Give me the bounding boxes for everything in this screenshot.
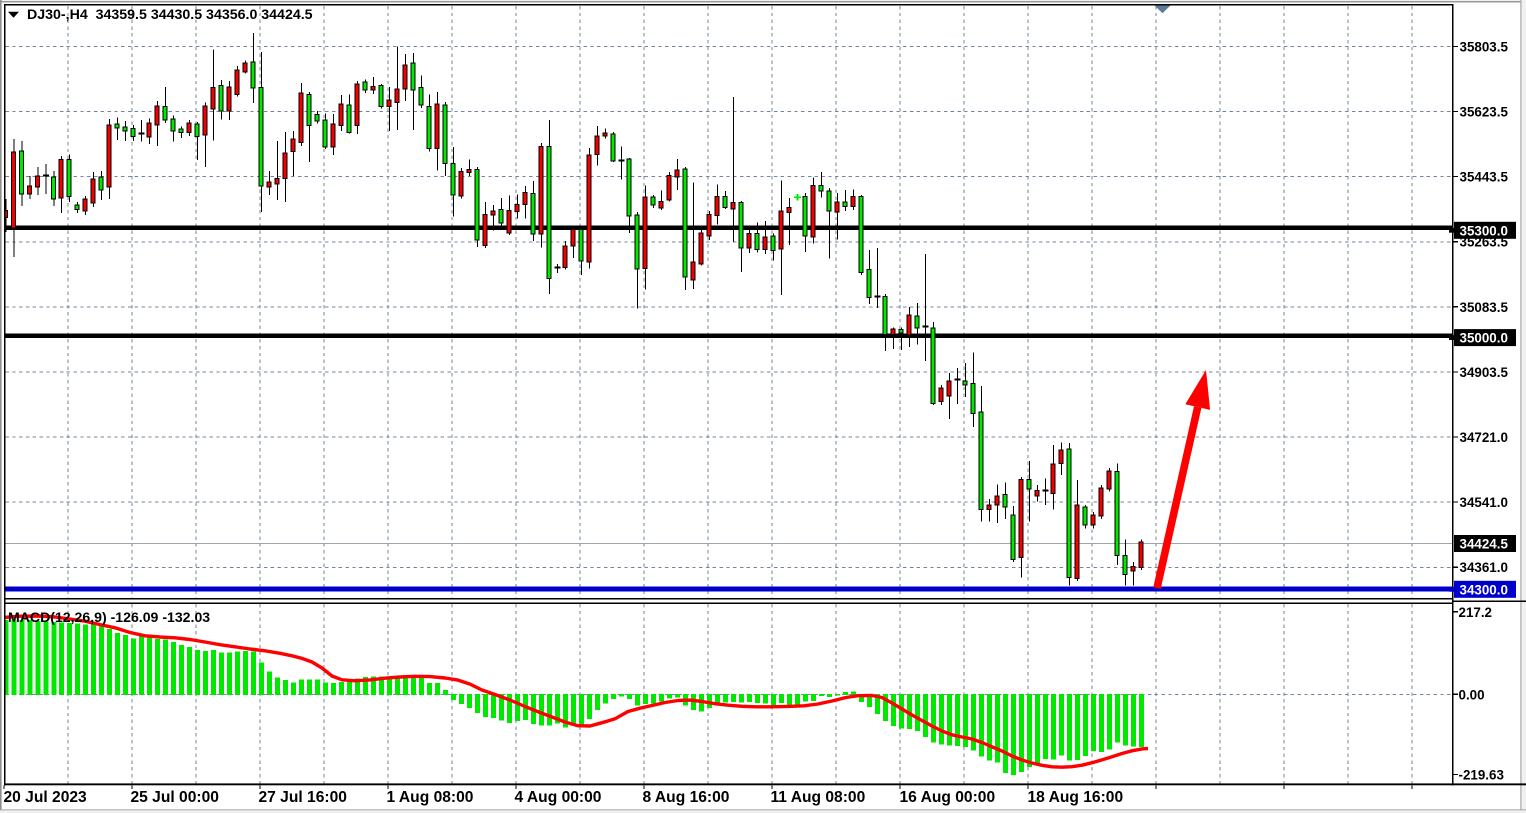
svg-text:35443.5: 35443.5 xyxy=(1460,170,1509,185)
svg-text:11 Aug 08:00: 11 Aug 08:00 xyxy=(771,789,866,806)
svg-text:34361.0: 34361.0 xyxy=(1460,560,1508,575)
svg-text:35083.5: 35083.5 xyxy=(1460,300,1509,315)
svg-text:34541.0: 34541.0 xyxy=(1460,495,1508,510)
svg-text:8 Aug 16:00: 8 Aug 16:00 xyxy=(643,789,730,806)
svg-text:DJ30-,H4 34359.5 34430.5 3435: DJ30-,H4 34359.5 34430.5 34356.0 34424.5 xyxy=(27,7,313,23)
svg-text:34424.5: 34424.5 xyxy=(1460,537,1509,552)
svg-text:217.2: 217.2 xyxy=(1459,605,1493,620)
svg-text:16 Aug 00:00: 16 Aug 00:00 xyxy=(900,789,996,806)
svg-text:MACD(12,26,9) -126.09 -132.03: MACD(12,26,9) -126.09 -132.03 xyxy=(8,609,210,625)
svg-text:35803.5: 35803.5 xyxy=(1460,40,1509,55)
svg-text:0.00: 0.00 xyxy=(1459,687,1485,702)
svg-text:20 Jul 2023: 20 Jul 2023 xyxy=(4,789,88,806)
svg-text:34721.0: 34721.0 xyxy=(1460,430,1508,445)
svg-text:35623.5: 35623.5 xyxy=(1460,105,1509,120)
svg-text:35000.0: 35000.0 xyxy=(1460,331,1508,346)
svg-text:34300.0: 34300.0 xyxy=(1460,582,1508,597)
svg-text:34903.5: 34903.5 xyxy=(1460,365,1509,380)
svg-text:25 Jul 00:00: 25 Jul 00:00 xyxy=(131,789,220,806)
svg-text:-219.63: -219.63 xyxy=(1459,768,1504,783)
svg-text:27 Jul 16:00: 27 Jul 16:00 xyxy=(259,789,348,806)
svg-text:18 Aug 16:00: 18 Aug 16:00 xyxy=(1028,789,1124,806)
svg-text:35300.0: 35300.0 xyxy=(1460,223,1508,238)
svg-text:4 Aug 00:00: 4 Aug 00:00 xyxy=(515,789,602,806)
svg-text:1 Aug 08:00: 1 Aug 08:00 xyxy=(387,789,474,806)
